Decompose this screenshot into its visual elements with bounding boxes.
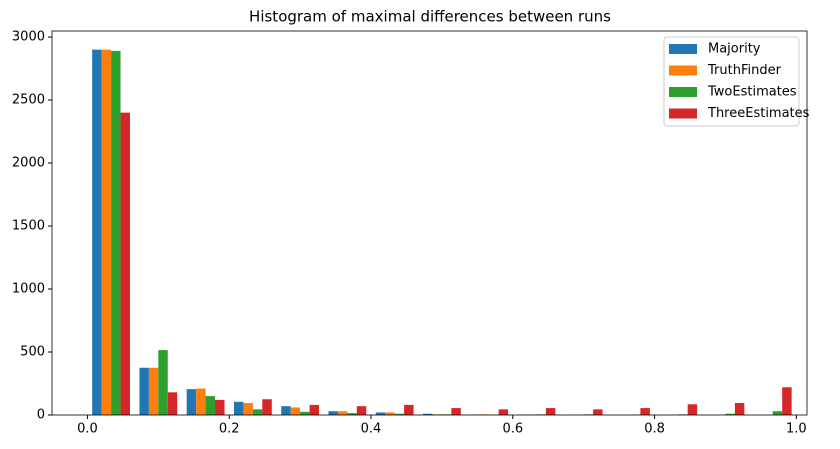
bar xyxy=(451,408,461,415)
bar xyxy=(215,399,225,415)
legend-box xyxy=(663,36,800,127)
bar xyxy=(233,401,244,415)
bar xyxy=(593,409,603,415)
y-tick-label: 0 xyxy=(37,408,45,423)
bar xyxy=(281,406,291,415)
legend-swatch xyxy=(669,44,697,54)
axes-frame xyxy=(51,30,808,416)
bar xyxy=(498,409,509,415)
bar xyxy=(309,404,320,415)
y-tick-label: 1500 xyxy=(12,219,45,234)
bar xyxy=(205,396,216,415)
bar xyxy=(375,412,386,415)
x-tick-label: 0.0 xyxy=(77,422,98,437)
y-tick-label: 500 xyxy=(20,345,45,360)
x-tick-label: 1.0 xyxy=(786,422,807,437)
legend-swatch xyxy=(669,65,697,76)
y-tick-label: 1000 xyxy=(12,282,45,297)
bar xyxy=(734,403,745,415)
bar xyxy=(92,49,102,416)
bar xyxy=(347,413,357,415)
bar xyxy=(423,413,433,415)
bar xyxy=(356,406,367,415)
bar xyxy=(290,407,301,415)
x-tick-label: 0.4 xyxy=(361,422,382,437)
legend-swatch xyxy=(669,87,697,97)
bar xyxy=(196,388,206,415)
y-tick-label: 2500 xyxy=(12,93,45,108)
x-tick-label: 0.8 xyxy=(644,422,665,437)
bar xyxy=(186,389,197,415)
bar xyxy=(120,112,131,416)
y-tick-label: 3000 xyxy=(12,30,45,45)
bar xyxy=(782,387,792,415)
bar xyxy=(101,49,112,416)
chart-title: Histogram of maximal differences between… xyxy=(249,8,611,26)
legend-label: TwoEstimates xyxy=(707,85,797,100)
x-tick-label: 0.2 xyxy=(219,422,240,437)
bar xyxy=(167,392,178,415)
bar xyxy=(139,367,149,415)
legend-label: Majority xyxy=(708,42,761,57)
bar xyxy=(148,367,159,415)
bar xyxy=(772,411,783,415)
bar xyxy=(545,408,556,415)
bar xyxy=(252,409,263,415)
bar xyxy=(385,412,395,415)
x-tick-label: 0.6 xyxy=(502,422,523,437)
bar xyxy=(337,411,348,415)
bar xyxy=(640,408,650,415)
legend-label: ThreeEstimates xyxy=(707,106,810,121)
bar xyxy=(725,413,735,415)
bar xyxy=(262,399,272,415)
bar xyxy=(328,411,338,415)
y-tick-label: 2000 xyxy=(12,156,45,171)
bar xyxy=(300,411,310,415)
legend-swatch xyxy=(669,108,697,119)
bar xyxy=(111,50,121,415)
bar xyxy=(394,413,405,415)
legend-label: TruthFinder xyxy=(707,63,782,78)
bar xyxy=(404,404,414,415)
bar xyxy=(243,403,253,415)
bar xyxy=(687,404,698,415)
bar xyxy=(158,350,168,415)
